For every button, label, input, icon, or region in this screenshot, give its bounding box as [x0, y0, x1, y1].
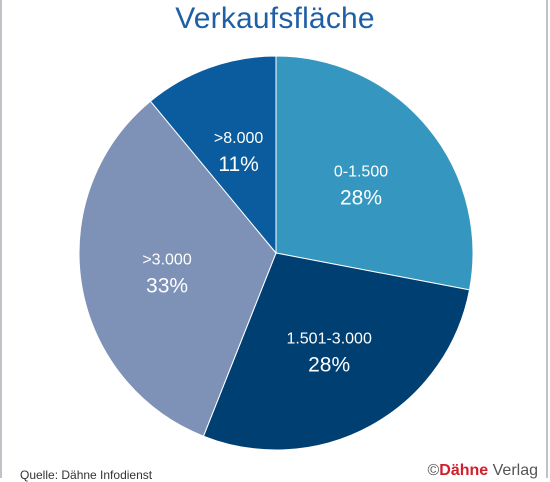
- slice-category-label: 0-1.500: [334, 164, 388, 181]
- publisher-credit: ©Dähne Verlag: [427, 462, 538, 480]
- slice-category-label: >3.000: [142, 251, 191, 268]
- slice-value-label: 28%: [308, 354, 350, 377]
- pie-slice-2: [202, 252, 471, 451]
- slice-value-label: 11%: [218, 153, 258, 176]
- slice-value-label: 28%: [340, 187, 382, 210]
- slice-category-label: >8.000: [214, 130, 263, 147]
- pie-slice-1: [275, 55, 474, 291]
- source-note: Quelle: Dähne Infodienst: [20, 468, 153, 482]
- pie-slice-4: [149, 55, 277, 255]
- copyright-symbol: ©: [427, 462, 440, 479]
- pie-slice-3: [78, 100, 277, 437]
- slice-value-label: 33%: [146, 274, 188, 297]
- slice-category-label: 1.501-3.000: [286, 331, 372, 348]
- publisher-name-gray: Verlag: [488, 462, 538, 479]
- publisher-name-red: Dähne: [439, 462, 489, 479]
- chart-title: Verkaufsfläche: [175, 2, 375, 35]
